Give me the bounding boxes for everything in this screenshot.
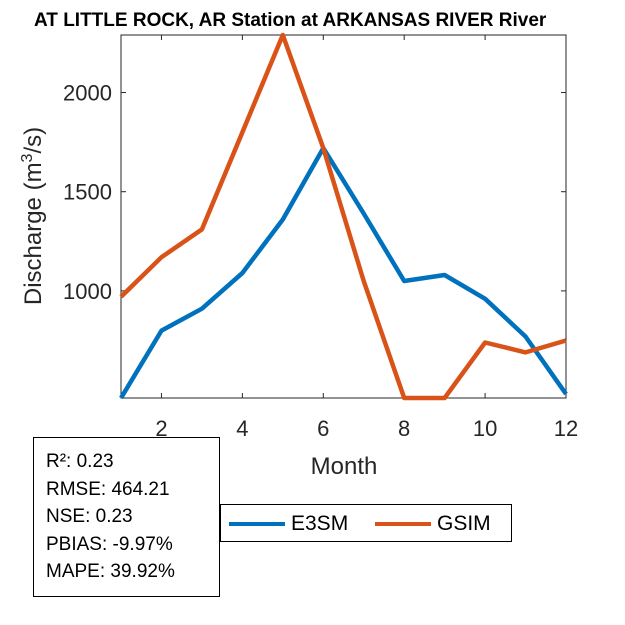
legend-swatch-e3sm xyxy=(229,522,285,526)
x-tick-label: 4 xyxy=(236,416,248,441)
stat-r2: R²: 0.23 xyxy=(46,451,114,472)
series-line-e3sm xyxy=(119,145,568,400)
plot-frame xyxy=(120,34,567,399)
y-tick-label: 2000 xyxy=(63,81,112,106)
y-tick-label: 1500 xyxy=(63,180,112,205)
y-axis-label: Discharge (m3/s) xyxy=(19,127,47,305)
x-axis-label: Month xyxy=(311,453,378,480)
y-tick-label: 1000 xyxy=(63,279,112,304)
stat-rmse: RMSE: 464.21 xyxy=(46,478,170,500)
plot-area xyxy=(120,34,567,399)
x-tick-label: 8 xyxy=(398,416,410,441)
series-lines xyxy=(119,32,568,401)
stat-mape: MAPE: 39.92% xyxy=(46,561,175,582)
stat-pbias: PBIAS: -9.97% xyxy=(46,533,173,555)
x-tick-label: 12 xyxy=(554,416,578,441)
legend: E3SM GSIM xyxy=(220,504,512,542)
legend-label-gsim: GSIM xyxy=(437,512,491,535)
stats-box: R²: 0.23 RMSE: 464.21 NSE: 0.23 PBIAS: -… xyxy=(33,437,220,597)
legend-swatch-gsim xyxy=(375,522,431,526)
x-tick-label: 6 xyxy=(317,416,329,441)
legend-label-e3sm: E3SM xyxy=(291,512,349,535)
chart-title: AT LITTLE ROCK, AR Station at ARKANSAS R… xyxy=(34,10,547,31)
stat-nse: NSE: 0.23 xyxy=(46,506,133,527)
series-line-gsim xyxy=(119,32,567,401)
x-tick-label: 2 xyxy=(155,416,167,441)
axis-ticks: 2 4 6 8 10 12 1000 1500 2000 xyxy=(63,35,578,441)
x-tick-label: 10 xyxy=(473,416,497,441)
